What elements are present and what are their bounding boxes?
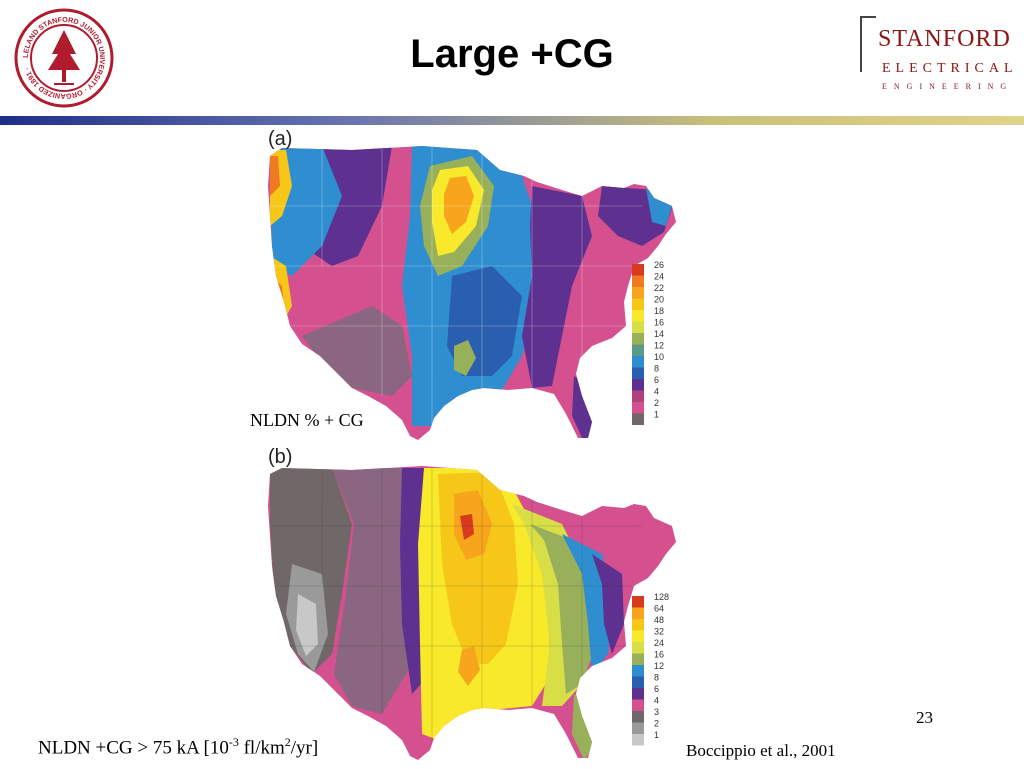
legend-a-label: 1 [654,410,659,420]
legend-b-label: 1 [654,730,659,740]
caption-b-post: /yr] [290,737,319,759]
legend-b-swatch [632,734,644,746]
logo-bracket [860,16,876,72]
map-panel-b: (b) [262,444,676,764]
legend-b-label: 32 [654,627,664,637]
legend-b-label: 16 [654,650,664,660]
panel-a-label: (a) [268,128,293,150]
page-number: 23 [916,708,933,727]
legend-a-swatch [632,298,644,310]
legend-b-swatch [632,630,644,642]
caption-b-exponent-2: 2 [284,735,291,749]
legend-a-swatch [632,379,644,391]
legend-a-swatch [632,402,644,414]
legend-b-swatch [632,722,644,734]
panel-b-caption: NLDN +CG > 75 kA [10-3 fl/km2/yr] [38,735,318,759]
legend-a-swatch [632,275,644,287]
legend-a-label: 24 [654,272,664,282]
legend-a-label: 16 [654,318,664,328]
legend-b-label: 24 [654,638,664,648]
legend-b-label: 48 [654,615,664,625]
legend-a-swatch [632,264,644,276]
legend-a-swatch [632,390,644,402]
legend-a-label: 12 [654,341,664,351]
legend-b-swatch [632,676,644,688]
legend-a-label: 6 [654,375,659,385]
stanford-seal-icon: LELAND STANFORD JUNIOR UNIVERSITY · ORGA… [14,8,114,108]
legend-b-swatch [632,619,644,631]
legend-b-swatch [632,596,644,608]
legend-b-swatch [632,607,644,619]
logo-department: ELECTRICAL [882,61,1018,76]
legend-b-label: 64 [654,604,664,614]
legend-a-swatch [632,367,644,379]
legend-b-label: 2 [654,719,659,729]
caption-b-exponent-1: -3 [228,735,239,749]
header-rule [0,116,1024,125]
legend-a-label: 2 [654,398,659,408]
logo-school: ENGINEERING [882,82,1014,91]
legend-b-label: 128 [654,592,669,602]
legend-b-label: 6 [654,684,659,694]
legend-a-swatch [632,310,644,322]
legend-a-swatch [632,356,644,368]
caption-b-pre: NLDN +CG > 75 kA [10 [38,737,229,759]
legend-a-label: 22 [654,283,664,293]
legend-b-label: 4 [654,696,659,706]
legend-a-swatch [632,413,644,425]
legend-a-swatch [632,321,644,333]
legend-b-swatch [632,711,644,723]
legend-b-label: 8 [654,673,659,683]
legend-a-label: 20 [654,295,664,305]
legend-b-swatch [632,688,644,700]
slide-title: Large +CG [410,32,614,76]
legend-b-label: 3 [654,707,659,717]
panel-b-label: (b) [268,446,293,468]
panel-a-caption: NLDN % + CG [250,410,364,430]
caption-b-mid: fl/km [238,737,285,759]
map-panel-a: (a) [262,126,676,448]
legend-a-label: 26 [654,260,664,270]
logo-name: STANFORD [878,26,1011,52]
legend-a-label: 14 [654,329,664,339]
legend-a-swatch [632,344,644,356]
legend-b-swatch [632,665,644,677]
citation: Boccippio et al., 2001 [686,741,836,760]
legend-b-swatch [632,699,644,711]
legend-a-label: 18 [654,306,664,316]
legend-a-swatch [632,287,644,299]
legend-a-swatch [632,333,644,345]
legend-a-label: 8 [654,364,659,374]
stanford-electrical-engineering-logo: STANFORD ELECTRICAL ENGINEERING [858,16,1018,96]
legend-b-swatch [632,653,644,665]
legend-a-label: 4 [654,387,659,397]
legend-b-swatch [632,642,644,654]
legend-b-label: 12 [654,661,664,671]
legend-a-label: 10 [654,352,664,362]
